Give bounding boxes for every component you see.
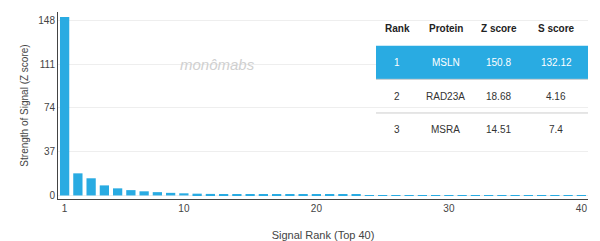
svg-text:37: 37 [44, 146, 56, 157]
svg-text:Rank: Rank [385, 23, 410, 34]
svg-text:14.51: 14.51 [486, 124, 511, 135]
svg-text:Protein: Protein [429, 23, 463, 34]
svg-text:30: 30 [443, 203, 455, 214]
svg-text:7.4: 7.4 [549, 124, 563, 135]
svg-text:Z score: Z score [481, 23, 517, 34]
svg-text:S score: S score [538, 23, 575, 34]
svg-text:2: 2 [394, 91, 400, 102]
svg-text:132.12: 132.12 [541, 57, 572, 68]
svg-text:MSLN: MSLN [432, 57, 460, 68]
svg-text:150.8: 150.8 [486, 57, 511, 68]
svg-text:RAD23A: RAD23A [426, 91, 465, 102]
svg-text:1: 1 [394, 57, 400, 68]
svg-text:148: 148 [38, 15, 55, 26]
svg-text:3: 3 [394, 124, 400, 135]
svg-text:0: 0 [49, 190, 55, 201]
svg-text:Strength of Signal (Z score): Strength of Signal (Z score) [19, 44, 30, 166]
svg-text:monômabs: monômabs [180, 56, 255, 73]
svg-text:18.68: 18.68 [486, 91, 511, 102]
svg-text:111: 111 [40, 59, 56, 70]
svg-text:10: 10 [178, 203, 190, 214]
svg-text:40: 40 [576, 203, 588, 214]
svg-text:74: 74 [44, 102, 56, 113]
svg-text:Signal Rank (Top 40): Signal Rank (Top 40) [272, 229, 375, 241]
svg-text:4.16: 4.16 [546, 91, 566, 102]
svg-text:1: 1 [62, 203, 68, 214]
svg-text:20: 20 [311, 203, 323, 214]
svg-text:MSRA: MSRA [431, 124, 460, 135]
